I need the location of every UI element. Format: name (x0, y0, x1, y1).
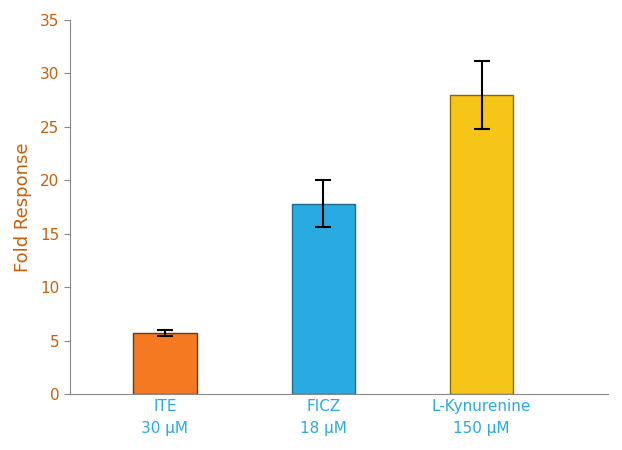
Bar (292, 204, 355, 394)
Bar (450, 94, 513, 394)
Bar (133, 333, 197, 394)
Y-axis label: Fold Response: Fold Response (14, 142, 32, 272)
